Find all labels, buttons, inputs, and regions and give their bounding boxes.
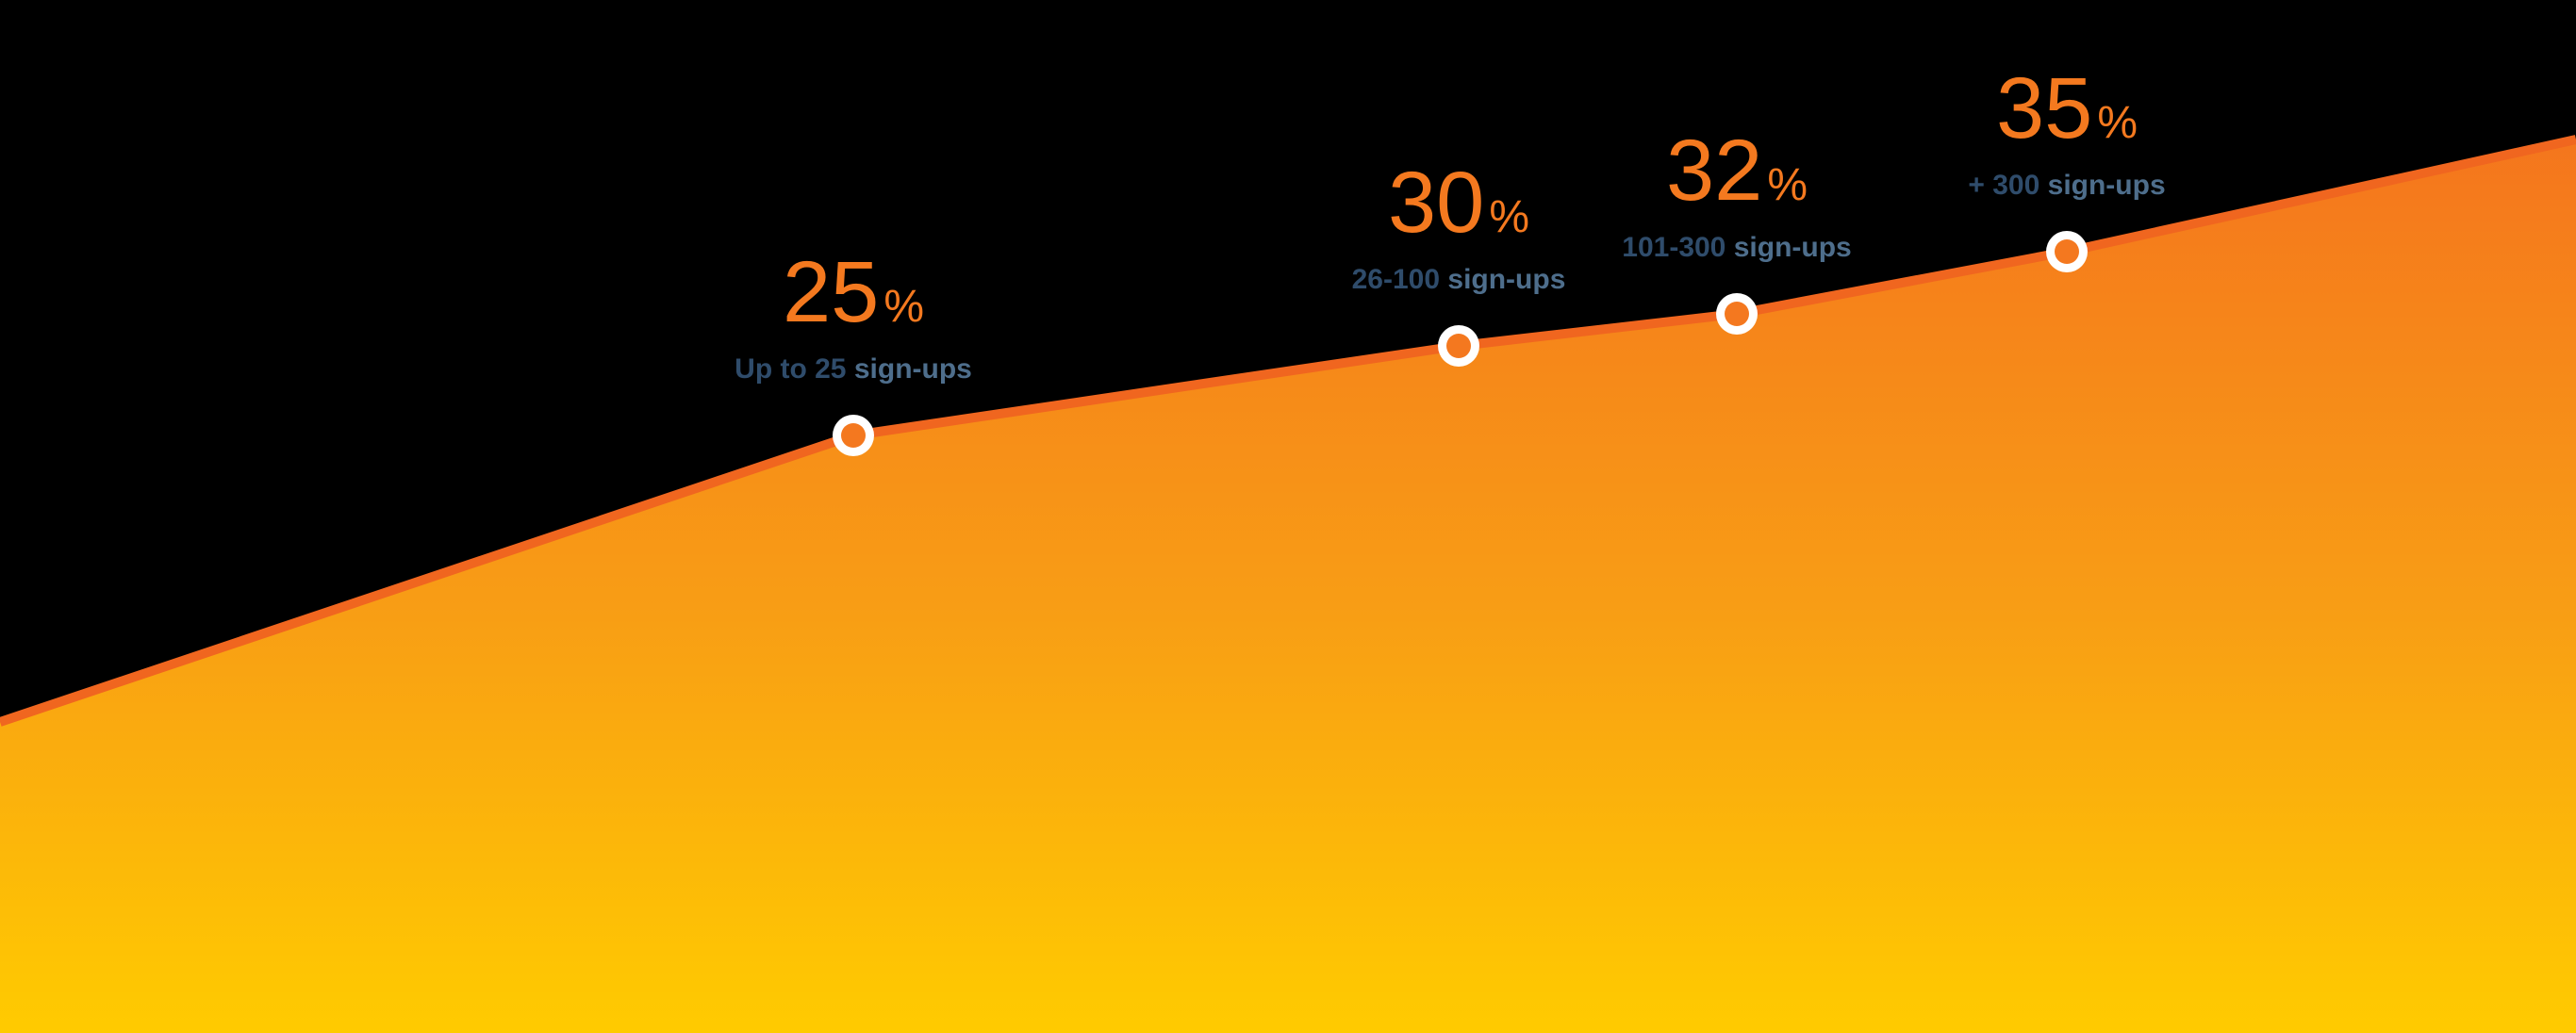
tier-percent-number: 25 xyxy=(782,244,880,340)
tier-annotation-25: 25% Up to 25 sign-ups xyxy=(735,249,972,386)
tier-value: 25% xyxy=(735,249,972,336)
marker-dot xyxy=(1725,302,1749,326)
tier-unit-text: sign-ups xyxy=(2047,170,2166,201)
trend-line xyxy=(0,135,2576,727)
data-point-marker xyxy=(2046,231,2088,272)
data-point-markers xyxy=(833,231,2088,456)
tier-range: + 300 xyxy=(1968,170,2040,201)
marker-dot xyxy=(2055,239,2079,264)
percent-sign: % xyxy=(1767,160,1808,210)
tier-label: Up to 25 sign-ups xyxy=(735,353,972,386)
area-fill xyxy=(0,139,2576,1033)
tier-label: 101-300 sign-ups xyxy=(1622,231,1851,265)
tier-percent-number: 35 xyxy=(1995,60,2093,156)
percent-sign: % xyxy=(2097,98,2138,148)
tier-range: Up to 25 xyxy=(735,353,847,385)
data-point-marker xyxy=(1438,325,1479,367)
tier-percent-number: 30 xyxy=(1387,155,1485,251)
tier-unit-text: sign-ups xyxy=(1733,232,1852,263)
tier-annotation-30: 30% 26-100 sign-ups xyxy=(1352,159,1566,297)
tier-unit-text: sign-ups xyxy=(1447,264,1566,295)
tier-value: 35% xyxy=(1968,65,2165,152)
data-point-marker xyxy=(833,415,874,456)
tier-unit-text: sign-ups xyxy=(853,353,972,385)
marker-dot xyxy=(841,423,866,448)
tier-label: + 300 sign-ups xyxy=(1968,169,2165,203)
tier-annotation-32: 32% 101-300 sign-ups xyxy=(1622,127,1851,265)
tier-percent-number: 32 xyxy=(1665,123,1763,219)
tier-range: 101-300 xyxy=(1622,232,1726,263)
marker-dot xyxy=(1446,334,1471,358)
tier-label: 26-100 sign-ups xyxy=(1352,263,1566,297)
tier-annotation-35: 35% + 300 sign-ups xyxy=(1968,65,2165,203)
tier-range: 26-100 xyxy=(1351,264,1441,295)
tier-value: 32% xyxy=(1622,127,1851,214)
tier-value: 30% xyxy=(1352,159,1566,246)
percent-sign: % xyxy=(883,282,925,332)
percent-sign: % xyxy=(1489,192,1530,242)
data-point-marker xyxy=(1716,293,1758,335)
